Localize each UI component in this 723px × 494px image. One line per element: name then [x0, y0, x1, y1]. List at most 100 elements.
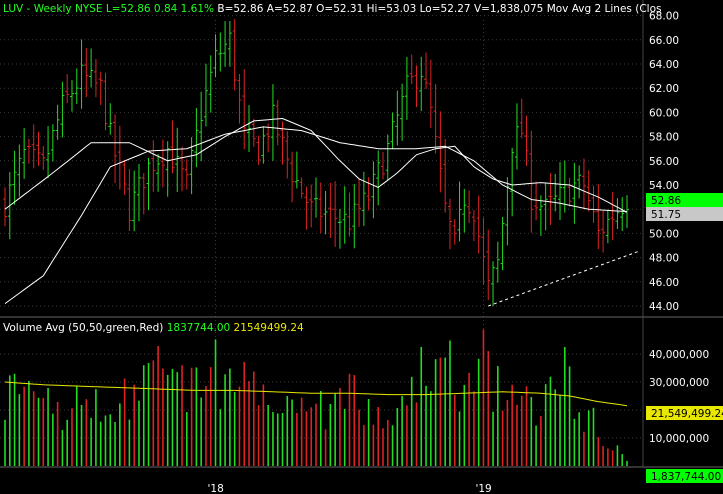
- price-bar: [385, 134, 390, 181]
- support-trendline: [488, 251, 639, 307]
- price-bar: [46, 126, 51, 179]
- price-bar: [534, 181, 539, 221]
- price-bar: [615, 198, 620, 230]
- price-bar: [227, 21, 232, 67]
- volume-tick-label: 30,000,000: [649, 377, 709, 389]
- price-bar: [505, 177, 510, 246]
- price-bar: [400, 83, 405, 141]
- volume-last-badge-text: 1,837,744.00: [651, 471, 721, 483]
- price-bar: [371, 161, 376, 219]
- price-bar: [26, 138, 31, 164]
- volume-tick-label: 40,000,000: [649, 349, 709, 361]
- price-bar: [22, 128, 27, 179]
- price-bar: [84, 48, 89, 98]
- price-bar: [79, 39, 84, 109]
- price-bar: [60, 81, 65, 138]
- price-bar: [203, 63, 208, 127]
- price-bar: [462, 188, 467, 233]
- bid-label: B=52.86: [217, 3, 263, 15]
- price-bar: [261, 126, 266, 164]
- volume-study-title: Volume Avg (50,50,green,Red): [3, 322, 163, 334]
- price-bar: [553, 173, 558, 212]
- price-bar: [352, 183, 357, 249]
- price-tick-label: 56.00: [649, 156, 679, 168]
- ma-long-line: [4, 126, 628, 305]
- price-bar: [567, 177, 572, 207]
- price-bar: [74, 68, 79, 104]
- price-bar: [443, 138, 448, 213]
- price-bar: [232, 19, 237, 91]
- price-bar: [304, 186, 309, 230]
- price-bar: [538, 195, 543, 236]
- price-tick-label: 54.00: [649, 180, 679, 192]
- price-last-badge-text: 52.86: [651, 195, 681, 207]
- price-bar: [3, 187, 7, 227]
- price-bar: [12, 150, 17, 205]
- price-header: LUV - Weekly NYSE L=52.86 0.84 1.61% B=5…: [3, 3, 661, 15]
- price-bar: [290, 151, 295, 203]
- price-tick-label: 50.00: [649, 228, 679, 240]
- price-bar: [481, 217, 486, 285]
- price-ma-badge-text: 51.75: [651, 209, 681, 221]
- price-bar: [577, 165, 582, 199]
- price-bar: [218, 32, 223, 72]
- high-label: Hi=53.03: [367, 3, 417, 15]
- price-bar: [275, 99, 280, 146]
- price-bar: [457, 181, 462, 242]
- moving-average-lines: [4, 117, 639, 307]
- price-bar: [31, 124, 36, 169]
- price-bar: [199, 91, 204, 162]
- price-tick-label: 46.00: [649, 277, 679, 289]
- price-bar: [270, 84, 275, 161]
- price-tick-label: 66.00: [649, 35, 679, 47]
- price-last-badge: [646, 193, 723, 207]
- change-pct-label: 1.61%: [181, 3, 214, 15]
- volume-tick-label: 10,000,000: [649, 433, 709, 445]
- price-bars: [3, 19, 629, 307]
- price-bar: [500, 217, 505, 271]
- price-bar: [491, 261, 496, 307]
- price-bar: [294, 151, 299, 189]
- price-bar: [433, 84, 438, 154]
- price-bar: [98, 71, 103, 106]
- price-bar: [314, 177, 318, 218]
- price-bar: [519, 98, 524, 139]
- period-label: Weekly: [34, 3, 72, 15]
- volume-last-badge: [646, 469, 723, 483]
- price-tick-label: 58.00: [649, 132, 679, 144]
- volume-average-line: [4, 381, 628, 407]
- price-bar: [529, 130, 534, 233]
- price-bar: [108, 103, 113, 135]
- price-bar: [170, 120, 175, 174]
- price-bar: [127, 169, 132, 231]
- price-bar: [223, 21, 228, 67]
- ticker-label: LUV: [3, 3, 24, 15]
- price-bar: [428, 59, 433, 129]
- study-label: Mov Avg 2 Lines (Clos: [547, 3, 662, 15]
- price-bar: [184, 159, 189, 190]
- price-bar: [160, 139, 165, 188]
- price-bar: [50, 124, 55, 162]
- price-bar: [514, 103, 519, 170]
- price-bar: [151, 140, 156, 192]
- price-bar: [601, 210, 606, 253]
- price-bar: [194, 107, 199, 168]
- price-bar: [132, 170, 137, 232]
- price-bar: [323, 191, 328, 235]
- price-bar: [333, 181, 338, 247]
- price-bar: [242, 69, 247, 150]
- price-bar: [122, 159, 127, 195]
- price-bar: [524, 115, 529, 166]
- price-bar: [237, 74, 242, 124]
- price-bar: [141, 173, 146, 215]
- volume-header: Volume Avg (50,50,green,Red) 1837744.00 …: [3, 322, 304, 334]
- price-bar: [409, 54, 414, 85]
- price-tick-label: 68.00: [649, 11, 679, 23]
- low-label: Lo=52.27: [420, 3, 471, 15]
- price-bar: [69, 80, 74, 112]
- price-bar: [347, 192, 352, 237]
- price-bar: [476, 195, 481, 254]
- price-bar: [548, 173, 553, 225]
